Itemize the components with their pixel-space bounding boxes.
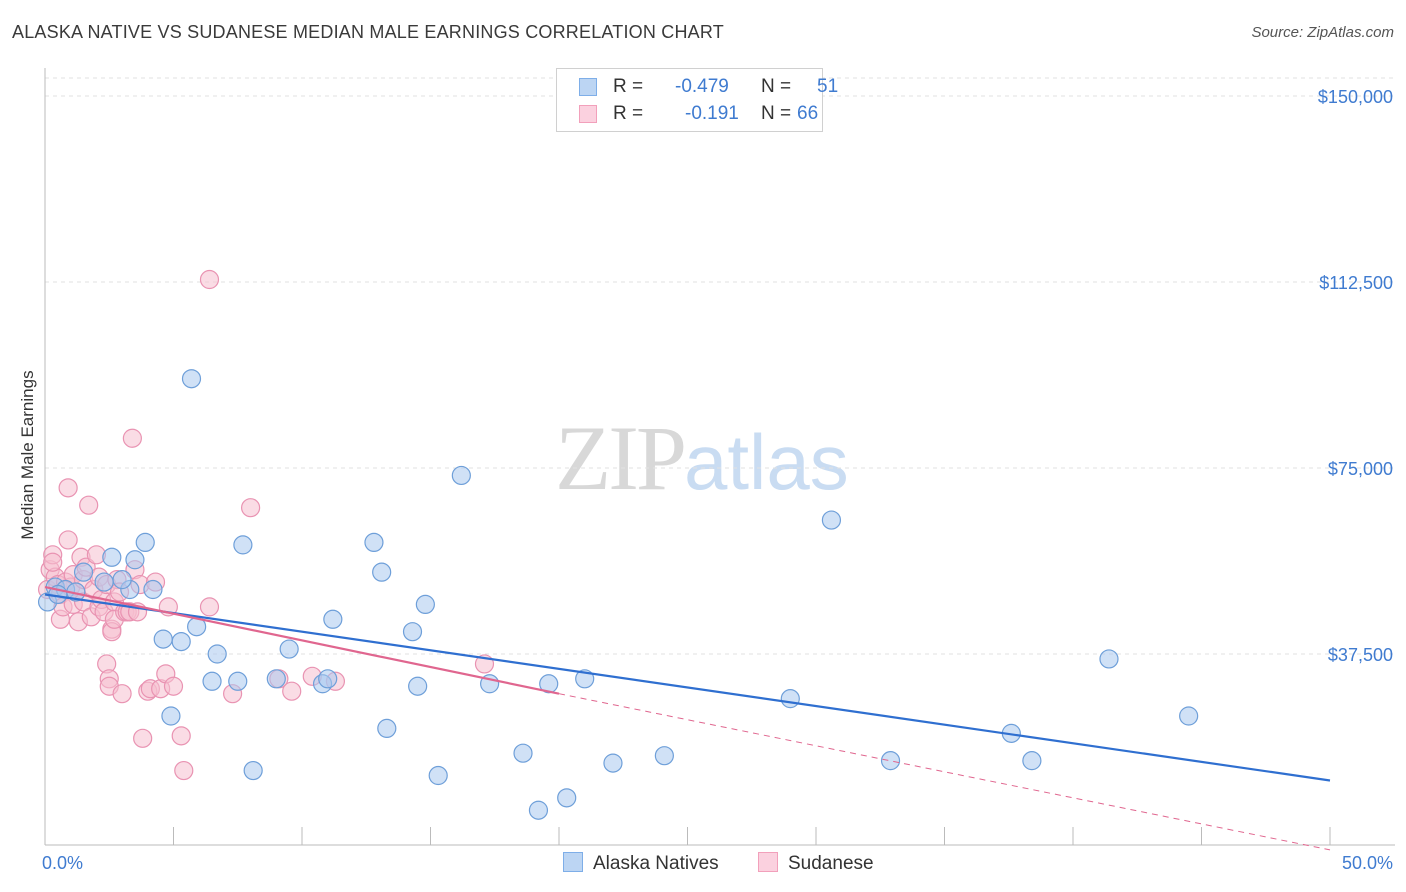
alaska-point [513,743,533,763]
alaska-point [266,669,286,689]
bottom-legend-label-sudanese: Sudanese [788,853,874,874]
alaska-point [1179,706,1199,726]
watermark-zip: ZIP [555,407,687,509]
alaska-point [377,718,397,739]
alaska-point [603,753,623,773]
sudanese-point [163,676,184,696]
sudanese-trendline [44,585,560,695]
sudanese-point [112,684,132,704]
legend-n-label: N = [761,103,792,124]
alaska-point [73,562,94,582]
correlation-legend: R = -0.479 N = 51 R = -0.191 N = 66 [556,68,838,132]
alaska-point [153,629,173,649]
alaska-point [372,562,392,582]
sudanese-point [122,428,142,448]
alaska-point [243,760,263,781]
alaska-point [780,689,800,709]
legend-r-value: -0.479 [675,76,729,97]
alaska-point [528,800,549,820]
x-tick-label-min: 0.0% [42,853,83,873]
alaska-point [207,644,227,664]
sudanese-point [282,681,302,701]
alaska-point [279,639,299,659]
alaska-point [1099,649,1119,669]
legend-n-value: 51 [817,76,839,97]
alaska-point [181,369,202,389]
sudanese-point [241,498,261,518]
alaska-point [125,550,145,570]
alaska-point [364,532,384,553]
sudanese-point [199,269,220,290]
alaska-point [1022,751,1042,771]
alaska-point [428,765,448,786]
alaska-point [451,465,471,486]
legend-r-label: R = [613,76,644,97]
y-tick-label: $112,500 [1319,273,1393,293]
sudanese-point [58,478,78,498]
sudanese-point [79,495,99,515]
bottom-legend-alaska: Alaska Natives [563,852,719,875]
alaska-point [402,622,423,642]
alaska-points [37,369,1199,820]
alaska-point [135,532,155,553]
alaska-point [161,706,181,726]
legend-swatch-alaska [579,78,597,96]
legend-n-label: N = [761,76,792,97]
trendlines [44,585,1331,851]
bottom-legend-swatch-alaska [563,852,583,872]
alaska-trendline [44,593,1331,782]
sudanese-trendline-extension [558,693,1331,851]
gridlines [45,77,1395,655]
alaska-point [102,547,122,567]
bottom-legend-swatch-sudanese [758,852,778,872]
alaska-point [821,510,842,530]
alaska-point [654,746,674,766]
sudanese-point [58,530,78,550]
sudanese-point [171,726,191,746]
legend-r-value: -0.191 [685,103,739,124]
alaska-point [880,751,901,771]
alaska-point [143,579,163,600]
alaska-point [112,569,132,590]
watermark: ZIPatlas [555,405,849,511]
alaska-point [171,631,191,652]
y-tick-label: $150,000 [1318,87,1393,107]
y-tick-label: $75,000 [1328,459,1393,479]
alaska-point [415,594,435,615]
sudanese-points [37,269,495,781]
y-tick-label: $37,500 [1328,645,1393,665]
alaska-point [228,671,248,691]
legend-n-value: 66 [797,103,819,124]
alaska-point [323,609,343,629]
source-label: Source: ZipAtlas.com [1251,24,1394,41]
tick-labels: $37,500 $75,000 $112,500 $150,000 0.0% 50.0% [42,87,1393,873]
watermark-atlas: atlas [684,418,849,506]
legend-r-label: R = [613,103,644,124]
sudanese-point [174,760,194,781]
sudanese-point [133,728,153,748]
alaska-point [233,535,253,555]
sudanese-point [43,552,63,572]
alaska-point [318,669,338,689]
axes [44,68,1395,846]
alaska-point [94,572,114,592]
sudanese-point [199,597,220,617]
bottom-legend-label-alaska: Alaska Natives [593,853,719,874]
legend-swatch-sudanese [579,105,597,123]
chart-title: ALASKA NATIVE VS SUDANESE MEDIAN MALE EA… [12,22,724,42]
x-tick-label-max: 50.0% [1342,853,1393,873]
alaska-point [202,671,222,691]
alaska-point [557,788,577,808]
bottom-legend-sudanese: Sudanese [758,852,874,875]
alaska-point [408,676,428,696]
alaska-point [539,674,559,694]
